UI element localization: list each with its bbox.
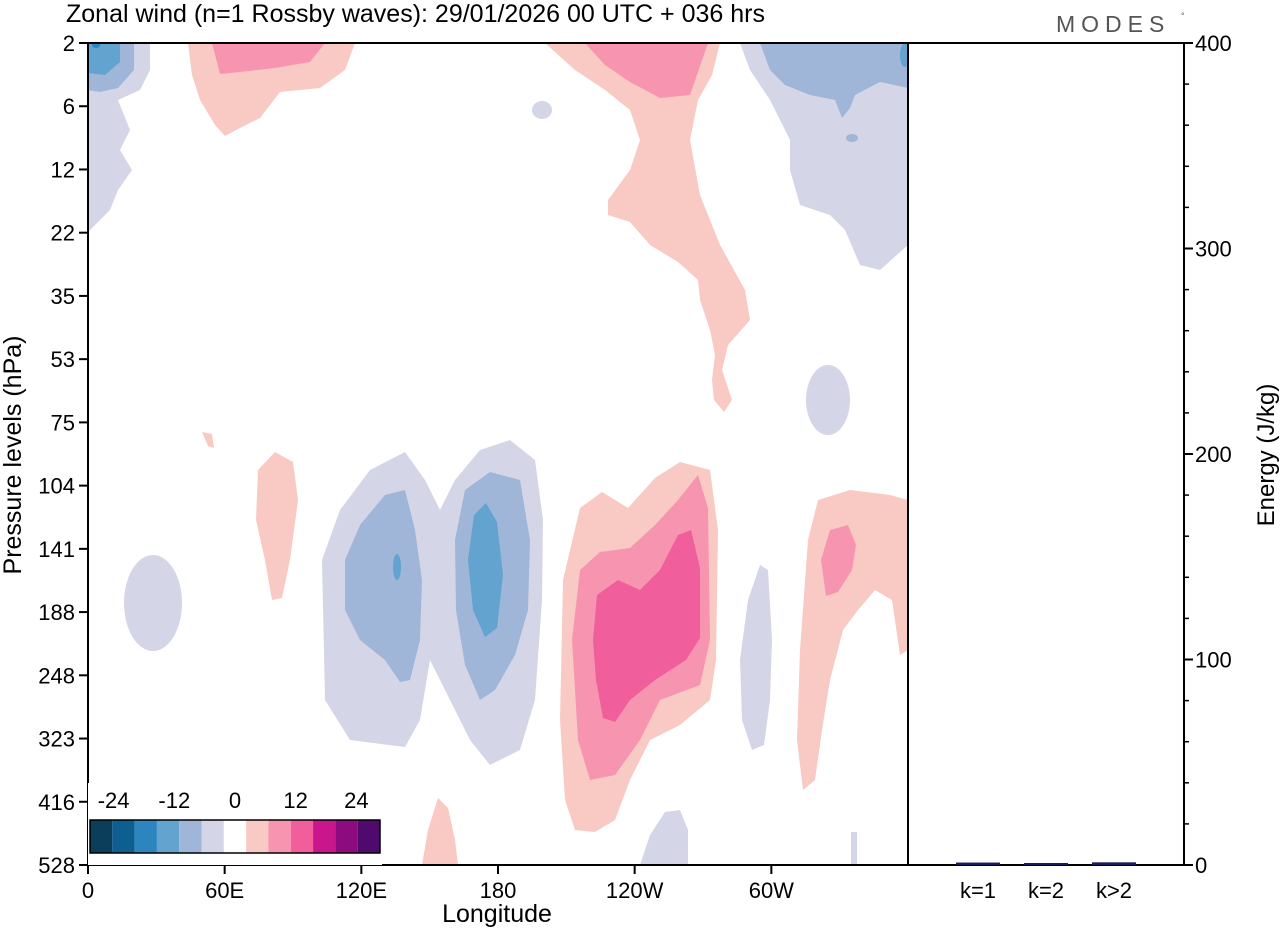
contour-pos-top-left-inner [212,43,325,74]
energy-category-label: k=1 [960,878,996,903]
contour-neg-low-left [124,555,182,651]
contour-neg-small-dot [846,134,858,142]
contour-neg-dipole-core [468,503,503,637]
contour-neg-mid-right [806,365,850,435]
energy-panel-frame [907,42,1185,866]
longitude-tick-label: 180 [480,878,517,903]
contour-neg-bottom-sliver [851,832,857,865]
colorbar-frame [89,819,381,854]
pressure-tick-label: 2 [63,31,75,56]
energy-axis: 0 100 200 300 400 [1184,31,1232,878]
modes-logo: MODES [1056,11,1170,37]
contour-pos-60e [256,452,298,600]
energy-bar [956,862,1000,865]
colorbar-swatch [313,820,336,853]
contour-neg-60w [740,565,772,750]
pressure-tick-label: 416 [38,790,75,815]
colorbar-swatch [90,820,113,853]
contour-pos-tiny [202,432,214,448]
pressure-tick-label: 75 [51,410,75,435]
energy-bar [1024,863,1068,865]
colorbar: -24 -12 0 12 24 [88,783,382,865]
energy-tick-label: 100 [1195,648,1232,673]
colorbar-swatch [112,820,135,853]
contour-neg-small-top [532,101,552,119]
pressure-axis: 2 6 12 22 35 53 75 104 141 188 248 323 416 528 [38,31,88,878]
contour-neg-top-right-inner [760,43,908,118]
pressure-tick-label: 12 [51,157,75,182]
contour-pos-bottom [422,798,458,865]
pressure-tick-label: 528 [38,853,75,878]
longitude-tick-label: 120E [336,878,387,903]
energy-tick-label: 0 [1195,853,1207,878]
colorbar-tick-label: 0 [229,788,241,813]
pressure-tick-label: 104 [38,474,75,499]
colorbar-swatch [357,820,380,853]
colorbar-swatch [156,820,180,853]
colorbar-swatch [290,820,314,853]
longitude-axis: 0 60E 120E 180 120W 60W [82,865,794,903]
pressure-tick-label: 141 [38,537,75,562]
pressure-tick-label: 248 [38,663,75,688]
energy-category-label: k=2 [1028,878,1064,903]
colorbar-tick-label: -24 [98,788,130,813]
contour-neg-bottom [640,810,688,865]
colorbar-swatch [179,820,202,853]
energy-category-label: k>2 [1096,878,1132,903]
pressure-tick-label: 35 [51,284,75,309]
contour-pos-streamer [545,43,750,412]
y-axis-label: Pressure levels (hPa) [0,336,27,575]
energy-categories: k=1 k=2 k>2 [960,878,1132,903]
x-axis-label: Longitude [442,900,552,928]
contour-panel: 2 6 12 22 35 53 75 104 141 188 248 323 416 528 0 60E 12… [38,31,909,903]
contour-fills [88,43,908,865]
contour-neg-top-left-core [88,43,120,75]
colorbar-tick-label: -12 [158,788,190,813]
energy-panel: 0 100 200 300 400 k=1 k=2 k>2 [907,31,1232,903]
energy-tick-label: 300 [1195,237,1232,262]
contour-pos-right-inner [821,525,856,596]
longitude-tick-label: 120W [606,878,664,903]
pressure-tick-label: 6 [63,94,75,119]
contour-pos-large-core [593,530,700,722]
contour-neg-top-left-dot [92,43,100,48]
modes-logo-mark: ° [1181,11,1185,21]
colorbar-swatches [89,819,381,854]
colorbar-tick-label: 24 [344,788,368,813]
colorbar-swatch [134,820,157,853]
energy-axis-label: Energy (J/kg) [1253,384,1280,527]
colorbar-swatch [246,820,269,853]
pressure-tick-label: 323 [38,727,75,752]
contour-neg-top-right [740,43,908,270]
energy-bar [1092,862,1136,865]
contour-neg-top-right-core [900,43,908,67]
contour-pos-streamer-inner [585,43,708,98]
longitude-tick-label: 60E [205,878,244,903]
pressure-tick-label: 188 [38,600,75,625]
energy-bars [956,862,1136,865]
longitude-tick-label: 60W [749,878,794,903]
longitude-tick-label: 0 [82,878,94,903]
contour-neg-dipole-dot [393,554,401,580]
pressure-tick-label: 53 [51,347,75,372]
colorbar-tick-label: 12 [283,788,307,813]
energy-tick-label: 400 [1195,31,1232,56]
chart-title: Zonal wind (n=1 Rossby waves): 29/01/202… [66,0,765,28]
contour-neg-dipole-inner-left [345,490,422,682]
colorbar-swatch [223,820,247,853]
colorbar-swatch [201,820,224,853]
colorbar-swatch [268,820,291,853]
colorbar-swatch [335,820,358,853]
pressure-tick-label: 22 [51,221,75,246]
colorbar-tick-labels: -24 -12 0 12 24 [98,788,369,813]
energy-tick-label: 200 [1195,442,1232,467]
